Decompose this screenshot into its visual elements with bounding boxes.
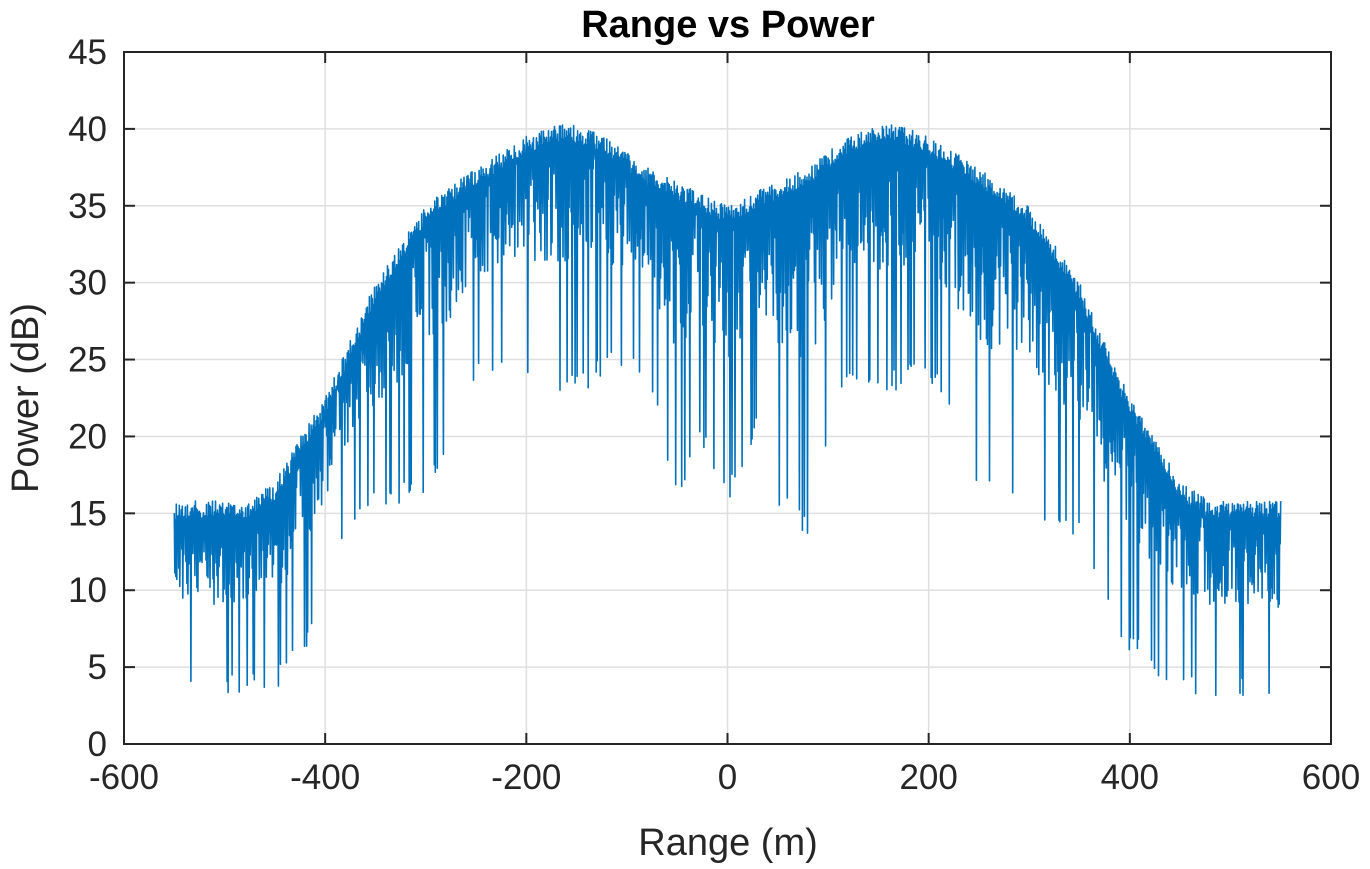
x-tick-label: -400 — [290, 758, 360, 797]
x-tick-label: 0 — [718, 758, 737, 797]
grid-lines — [124, 52, 1331, 744]
y-axis-label: Power (dB) — [5, 303, 47, 493]
y-tick-label: 0 — [88, 725, 107, 764]
x-tick-label: 200 — [899, 758, 957, 797]
chart-title: Range vs Power — [581, 4, 875, 46]
y-tick-label: 15 — [68, 494, 107, 533]
x-axis-ticks: -600 -400 -200 0 200 400 600 — [89, 52, 1360, 797]
x-axis-label: Range (m) — [638, 822, 818, 864]
y-tick-label: 35 — [68, 187, 107, 226]
y-tick-label: 10 — [68, 571, 107, 610]
x-tick-label: -200 — [491, 758, 561, 797]
y-tick-label: 20 — [68, 417, 107, 456]
power-series-line — [173, 124, 1282, 697]
y-tick-label: 40 — [68, 110, 107, 149]
x-tick-label: -600 — [89, 758, 159, 797]
y-tick-label: 30 — [68, 264, 107, 303]
y-tick-label: 45 — [68, 33, 107, 72]
plot-area — [173, 124, 1282, 697]
x-tick-label: 600 — [1302, 758, 1360, 797]
y-axis-ticks: 0 5 10 15 20 25 30 35 40 45 — [68, 33, 1331, 764]
x-tick-label: 400 — [1101, 758, 1159, 797]
y-tick-label: 5 — [88, 648, 107, 687]
y-tick-label: 25 — [68, 341, 107, 380]
